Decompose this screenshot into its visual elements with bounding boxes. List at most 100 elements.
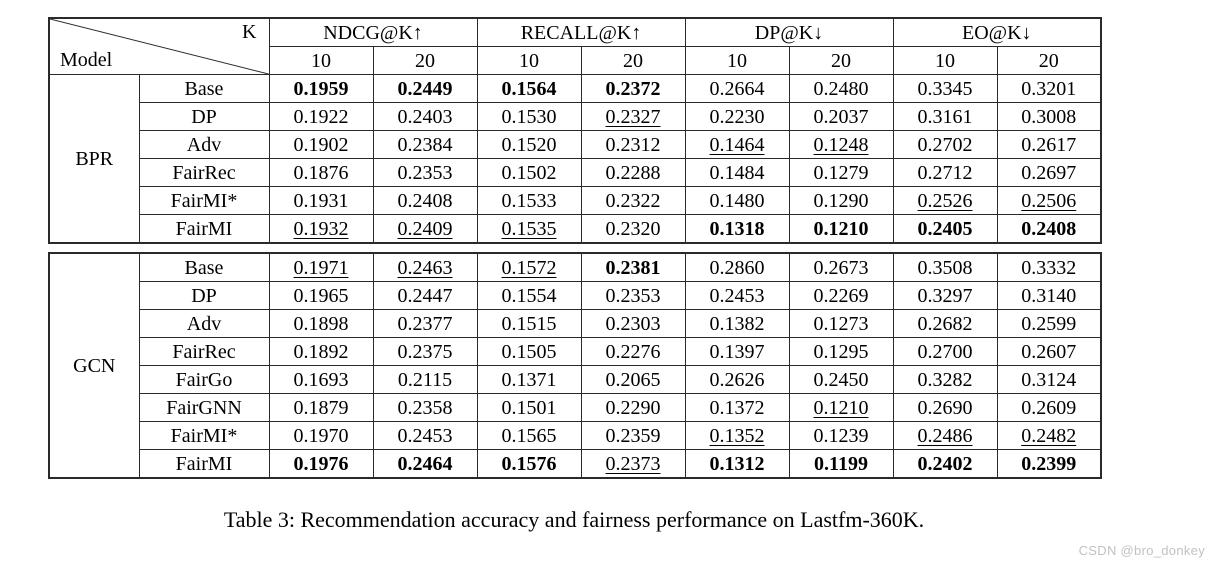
- metric-value-cell: 0.2599: [996, 309, 1102, 338]
- metric-value-cell: 0.3008: [996, 102, 1102, 131]
- metric-value-cell: 0.2486: [892, 421, 998, 450]
- metric-value-cell: 0.1965: [268, 281, 374, 310]
- model-name-cell: DP: [138, 102, 270, 131]
- metric-value-cell: 0.2375: [372, 337, 478, 366]
- metric-value-cell: 0.1279: [788, 158, 894, 187]
- metric-value-cell: 0.1464: [684, 130, 790, 159]
- metric-value-cell: 0.2447: [372, 281, 478, 310]
- model-name-cell: FairMI: [138, 214, 270, 244]
- metric-header-row: K Model NDCG@K↑ RECALL@K↑ DP@K↓ EO@K↓: [48, 17, 1102, 75]
- model-group-label: BPR: [48, 74, 140, 244]
- metric-value-cell: 0.3124: [996, 365, 1102, 394]
- metric-header-dp: DP@K↓: [684, 17, 894, 47]
- metric-value-cell: 0.2409: [372, 214, 478, 244]
- metric-value-cell: 0.1959: [268, 74, 374, 103]
- metric-value-cell: 0.2449: [372, 74, 478, 103]
- metric-value-cell: 0.2702: [892, 130, 998, 159]
- metric-value-cell: 0.2276: [580, 337, 686, 366]
- metric-value-cell: 0.1239: [788, 421, 894, 450]
- model-name-cell: FairMI*: [138, 421, 270, 450]
- metric-value-cell: 0.1533: [476, 186, 582, 215]
- metric-value-cell: 0.1902: [268, 130, 374, 159]
- metric-value-cell: 0.2607: [996, 337, 1102, 366]
- k-column-header: 20: [996, 46, 1102, 75]
- bpr-results-table: K Model NDCG@K↑ RECALL@K↑ DP@K↓ EO@K↓ 10…: [48, 17, 1103, 244]
- metric-value-cell: 0.1971: [268, 252, 374, 282]
- table-gap: [48, 244, 1100, 252]
- metric-value-cell: 0.2322: [580, 186, 686, 215]
- table-row: GCN Base 0.1971 0.2463 0.1572 0.2381 0.2860 0.2…: [48, 252, 1102, 479]
- metric-value-cell: 0.2358: [372, 393, 478, 422]
- metric-value-cell: 0.1273: [788, 309, 894, 338]
- metric-value-cell: 0.1554: [476, 281, 582, 310]
- table-row: FairMI 0.1976 0.2464 0.1576 0.2373 0.1312 0.11…: [49, 449, 1102, 479]
- metric-value-cell: 0.2408: [996, 214, 1102, 244]
- metric-value-cell: 0.2037: [788, 102, 894, 131]
- metric-value-cell: 0.1515: [476, 309, 582, 338]
- k-column-header: 10: [684, 46, 790, 75]
- gcn-results-table: GCN Base 0.1971 0.2463 0.1572 0.2381 0.2860 0.2…: [48, 252, 1102, 479]
- metric-value-cell: 0.2626: [684, 365, 790, 394]
- metric-value-cell: 0.2682: [892, 309, 998, 338]
- table-row: FairGo 0.1693 0.2115 0.1371 0.2065 0.2626 0.24…: [49, 365, 1102, 394]
- metric-value-cell: 0.1372: [684, 393, 790, 422]
- table-row: FairMI* 0.1931 0.2408 0.1533 0.2322 0.1480 0.1…: [49, 186, 1102, 215]
- metric-value-cell: 0.2353: [372, 158, 478, 187]
- model-group-label: GCN: [48, 252, 140, 479]
- diagonal-header-cell: K Model: [48, 17, 270, 75]
- metric-value-cell: 0.1520: [476, 130, 582, 159]
- metric-value-cell: 0.2269: [788, 281, 894, 310]
- metric-value-cell: 0.2712: [892, 158, 998, 187]
- metric-value-cell: 0.1535: [476, 214, 582, 244]
- metric-value-cell: 0.2453: [684, 281, 790, 310]
- metric-value-cell: 0.1312: [684, 449, 790, 479]
- k-header-label: K: [242, 21, 257, 43]
- bpr-table-body: BPR Base 0.1959 0.2449 0.1564 0.2372 0.2664 0.2…: [48, 74, 1102, 244]
- metric-value-cell: 0.1876: [268, 158, 374, 187]
- metric-value-cell: 0.1931: [268, 186, 374, 215]
- metric-value-cell: 0.2320: [580, 214, 686, 244]
- metric-value-cell: 0.2860: [684, 252, 790, 282]
- metric-value-cell: 0.2384: [372, 130, 478, 159]
- metric-value-cell: 0.1976: [268, 449, 374, 479]
- model-header-label: Model: [60, 49, 113, 71]
- results-tables: K Model NDCG@K↑ RECALL@K↑ DP@K↓ EO@K↓ 10…: [48, 17, 1103, 533]
- metric-value-cell: 0.2381: [580, 252, 686, 282]
- metric-value-cell: 0.2065: [580, 365, 686, 394]
- metric-value-cell: 0.1382: [684, 309, 790, 338]
- k-column-header: 10: [268, 46, 374, 75]
- metric-value-cell: 0.2526: [892, 186, 998, 215]
- metric-value-cell: 0.1505: [476, 337, 582, 366]
- model-name-cell: FairRec: [138, 337, 270, 366]
- metric-value-cell: 0.1576: [476, 449, 582, 479]
- k-column-header: 20: [580, 46, 686, 75]
- metric-value-cell: 0.1922: [268, 102, 374, 131]
- metric-value-cell: 0.2377: [372, 309, 478, 338]
- metric-value-cell: 0.2115: [372, 365, 478, 394]
- model-name-cell: FairGo: [138, 365, 270, 394]
- metric-value-cell: 0.2450: [788, 365, 894, 394]
- metric-value-cell: 0.1318: [684, 214, 790, 244]
- metric-value-cell: 0.2403: [372, 102, 478, 131]
- metric-value-cell: 0.1502: [476, 158, 582, 187]
- metric-value-cell: 0.2230: [684, 102, 790, 131]
- table-row: FairMI* 0.1970 0.2453 0.1565 0.2359 0.1352 0.1…: [49, 421, 1102, 450]
- model-name-cell: DP: [138, 281, 270, 310]
- metric-value-cell: 0.1295: [788, 337, 894, 366]
- metric-header-recall: RECALL@K↑: [476, 17, 686, 47]
- metric-value-cell: 0.2303: [580, 309, 686, 338]
- k-column-header: 10: [476, 46, 582, 75]
- metric-value-cell: 0.1371: [476, 365, 582, 394]
- metric-value-cell: 0.2609: [996, 393, 1102, 422]
- metric-value-cell: 0.2290: [580, 393, 686, 422]
- model-name-cell: FairGNN: [138, 393, 270, 422]
- metric-value-cell: 0.1484: [684, 158, 790, 187]
- table-row: FairRec 0.1892 0.2375 0.1505 0.2276 0.1397 0.1…: [49, 337, 1102, 366]
- metric-value-cell: 0.1352: [684, 421, 790, 450]
- metric-value-cell: 0.2697: [996, 158, 1102, 187]
- metric-value-cell: 0.2664: [684, 74, 790, 103]
- metric-value-cell: 0.1290: [788, 186, 894, 215]
- metric-value-cell: 0.2463: [372, 252, 478, 282]
- watermark: CSDN @bro_donkey: [1078, 543, 1205, 558]
- table-row: Adv 0.1902 0.2384 0.1520 0.2312 0.1464 0.1248 0…: [49, 130, 1102, 159]
